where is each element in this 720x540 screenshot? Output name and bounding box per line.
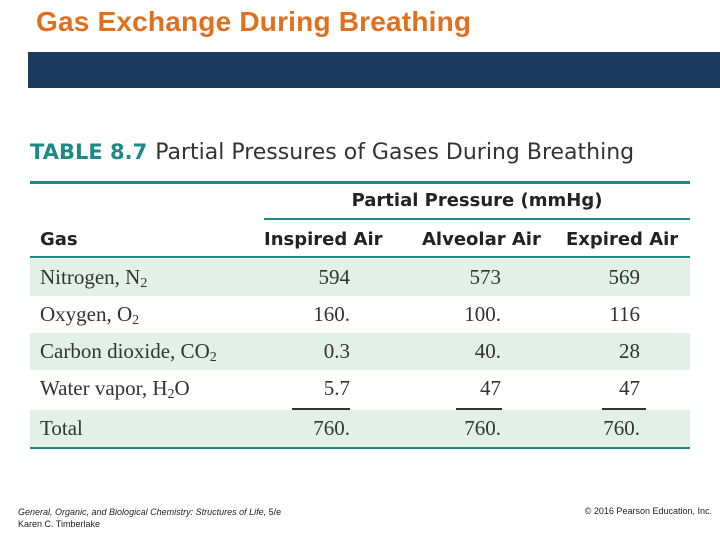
inspired-value: 760. — [313, 416, 350, 440]
table-row: Water vapor, H2O 5.7 47 47 — [30, 370, 690, 407]
table-row-total: Total 760. 760. 760. — [30, 410, 690, 447]
table-heading: TABLE 8.7 Partial Pressures of Gases Duri… — [30, 140, 690, 165]
table-row: Carbon dioxide, CO2 0.3 40. 28 — [30, 333, 690, 370]
expired-value: 47 — [619, 376, 640, 400]
sum-rule-alveolar — [456, 408, 502, 410]
alveolar-value: 760. — [464, 416, 501, 440]
header-bar — [28, 52, 720, 88]
column-header-alveolar: Alveolar Air — [422, 229, 541, 250]
sum-rule-inspired — [292, 408, 350, 410]
table-caption: Partial Pressures of Gases During Breath… — [155, 140, 635, 165]
table-row: Nitrogen, N2 594 573 569 — [30, 259, 690, 296]
expired-value: 569 — [608, 265, 641, 289]
header-rule — [30, 256, 690, 258]
alveolar-value: 573 — [469, 265, 502, 289]
gas-name: Nitrogen, N2 — [40, 265, 148, 291]
gas-name: Total — [40, 416, 83, 440]
inspired-value: 594 — [318, 265, 351, 289]
table-row: Oxygen, O2 160. 100. 116 — [30, 296, 690, 333]
column-header-expired: Expired Air — [566, 229, 679, 250]
inspired-value: 160. — [313, 302, 350, 326]
expired-value: 28 — [619, 339, 640, 363]
alveolar-value: 100. — [464, 302, 501, 326]
footer-copyright: © 2016 Pearson Education, Inc. — [584, 506, 712, 516]
gas-name: Oxygen, O2 — [40, 302, 140, 328]
inspired-value: 0.3 — [323, 339, 350, 363]
footer-author: Karen C. Timberlake — [18, 519, 101, 529]
column-header-inspired: Inspired Air — [264, 229, 383, 250]
alveolar-value: 47 — [480, 376, 501, 400]
column-header-gas: Gas — [40, 229, 78, 250]
slide-title: Gas Exchange During Breathing — [36, 6, 472, 37]
group-header: Partial Pressure (mmHg) — [351, 190, 603, 211]
table-top-rule — [30, 181, 690, 184]
table-number: TABLE 8.7 — [30, 140, 148, 164]
table-bottom-rule — [30, 447, 690, 449]
alveolar-value: 40. — [474, 339, 501, 363]
footer-book: General, Organic, and Biological Chemist… — [18, 507, 267, 517]
footer-edition: 5/e — [266, 507, 282, 517]
group-header-rule — [264, 218, 690, 220]
footer-citation: General, Organic, and Biological Chemist… — [18, 506, 281, 530]
sum-rule-expired — [602, 408, 646, 410]
gas-name: Water vapor, H2O — [40, 376, 190, 402]
gas-name: Carbon dioxide, CO2 — [40, 339, 217, 365]
expired-value: 760. — [603, 416, 640, 440]
inspired-value: 5.7 — [323, 376, 350, 400]
expired-value: 116 — [609, 302, 640, 326]
